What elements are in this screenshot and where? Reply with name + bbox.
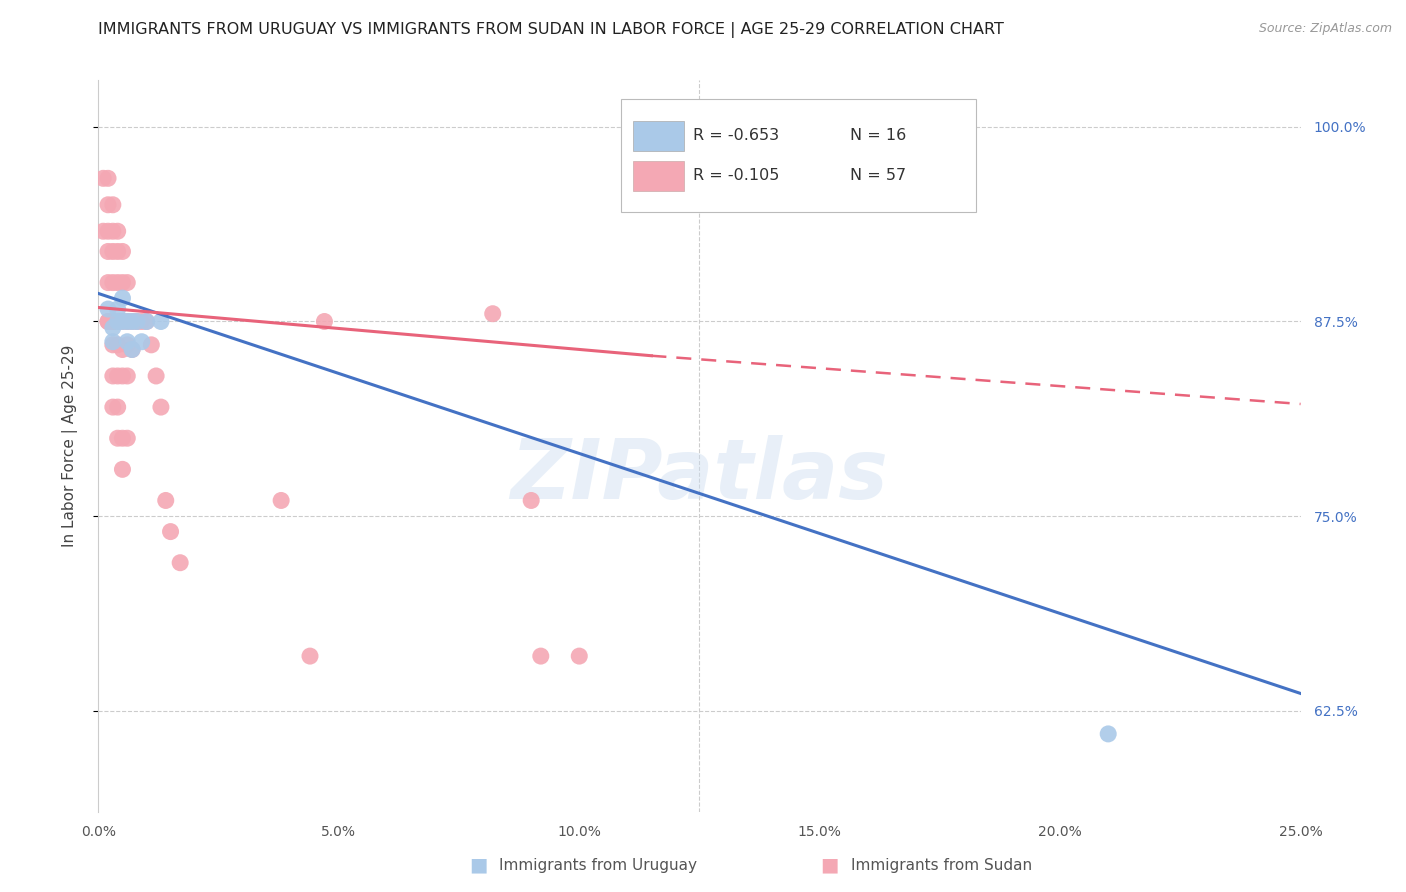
Point <box>125 314 148 328</box>
Point <box>314 314 336 328</box>
Text: Source: ZipAtlas.com: Source: ZipAtlas.com <box>1258 22 1392 36</box>
Point <box>107 244 129 259</box>
Point <box>107 368 129 383</box>
Point <box>568 649 591 664</box>
Point <box>111 462 134 476</box>
Point <box>101 338 124 352</box>
Point <box>111 276 134 290</box>
FancyBboxPatch shape <box>633 161 683 192</box>
Point <box>107 431 129 445</box>
Point <box>149 314 172 328</box>
Point <box>145 368 167 383</box>
Text: Immigrants from Sudan: Immigrants from Sudan <box>851 858 1032 872</box>
Text: ■: ■ <box>820 855 839 875</box>
Point <box>97 314 120 328</box>
Point <box>135 314 157 328</box>
Point <box>101 224 124 238</box>
Point <box>101 320 124 334</box>
Point <box>97 224 120 238</box>
Point <box>111 343 134 357</box>
Point <box>97 301 120 316</box>
Text: IMMIGRANTS FROM URUGUAY VS IMMIGRANTS FROM SUDAN IN LABOR FORCE | AGE 25-29 CORR: IMMIGRANTS FROM URUGUAY VS IMMIGRANTS FR… <box>98 22 1004 38</box>
Point <box>97 276 120 290</box>
Point <box>101 198 124 212</box>
Point <box>107 301 129 316</box>
Point <box>111 368 134 383</box>
Point <box>169 556 191 570</box>
Point <box>107 338 129 352</box>
Text: R = -0.105: R = -0.105 <box>693 168 780 183</box>
Point <box>101 368 124 383</box>
Point <box>97 198 120 212</box>
Point <box>117 276 139 290</box>
Point <box>91 171 114 186</box>
Point <box>135 314 157 328</box>
Point <box>481 307 503 321</box>
Point <box>117 368 139 383</box>
Point <box>91 224 114 238</box>
Text: ■: ■ <box>468 855 488 875</box>
Point <box>131 314 153 328</box>
Point <box>121 343 143 357</box>
Point <box>131 334 153 349</box>
Point <box>111 314 134 328</box>
Text: R = -0.653: R = -0.653 <box>693 128 779 143</box>
Point <box>101 400 124 414</box>
Point <box>117 338 139 352</box>
Point <box>155 493 177 508</box>
Point <box>121 343 143 357</box>
Point <box>141 338 163 352</box>
Text: ZIPatlas: ZIPatlas <box>510 434 889 516</box>
Point <box>298 649 321 664</box>
Point <box>111 291 134 305</box>
Point <box>97 314 120 328</box>
Point <box>520 493 543 508</box>
Point <box>97 171 120 186</box>
Point <box>159 524 181 539</box>
Point <box>111 314 134 328</box>
Point <box>117 314 139 328</box>
Text: N = 57: N = 57 <box>849 168 905 183</box>
Point <box>117 314 139 328</box>
Text: N = 16: N = 16 <box>849 128 905 143</box>
Point <box>117 334 139 349</box>
Point <box>107 400 129 414</box>
Point <box>101 244 124 259</box>
Point <box>1097 727 1119 741</box>
Point <box>97 244 120 259</box>
Point <box>107 224 129 238</box>
Point <box>101 334 124 349</box>
Point <box>121 314 143 328</box>
Point <box>107 314 129 328</box>
Point <box>107 314 129 328</box>
FancyBboxPatch shape <box>633 120 683 152</box>
Point <box>107 314 129 328</box>
Point <box>117 431 139 445</box>
Point <box>101 314 124 328</box>
Point <box>125 314 148 328</box>
Y-axis label: In Labor Force | Age 25-29: In Labor Force | Age 25-29 <box>62 345 77 547</box>
Point <box>111 244 134 259</box>
Point <box>111 431 134 445</box>
Text: Immigrants from Uruguay: Immigrants from Uruguay <box>499 858 697 872</box>
Point <box>101 276 124 290</box>
Point <box>149 400 172 414</box>
FancyBboxPatch shape <box>621 99 976 212</box>
Point <box>270 493 292 508</box>
Point <box>530 649 553 664</box>
Point <box>107 276 129 290</box>
Point <box>101 314 124 328</box>
Point <box>121 314 143 328</box>
